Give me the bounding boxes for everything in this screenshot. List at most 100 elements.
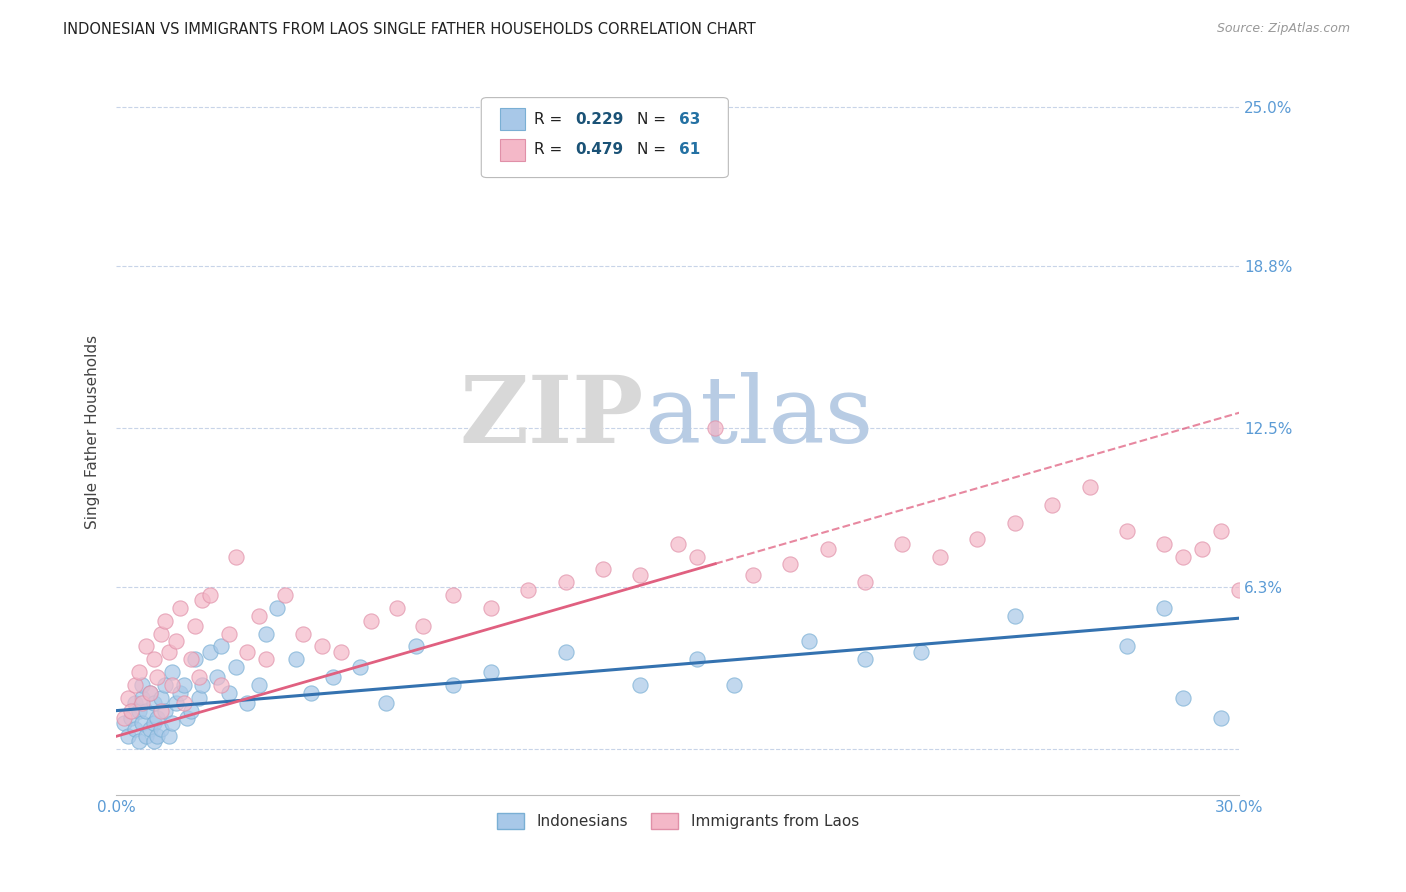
Point xyxy=(817,541,839,556)
Point xyxy=(628,567,651,582)
Point xyxy=(479,600,502,615)
Point xyxy=(169,686,191,700)
Point xyxy=(412,619,434,633)
Point xyxy=(187,690,209,705)
Point xyxy=(254,652,277,666)
Point xyxy=(1040,498,1063,512)
Point xyxy=(120,704,142,718)
Point xyxy=(165,634,187,648)
Bar xyxy=(501,139,524,161)
Point xyxy=(131,690,153,705)
Point xyxy=(218,686,240,700)
Point xyxy=(723,678,745,692)
Text: R =: R = xyxy=(534,143,567,157)
Point xyxy=(1227,582,1250,597)
Point xyxy=(139,722,162,736)
Point xyxy=(1209,524,1232,538)
Point xyxy=(153,704,176,718)
Point xyxy=(236,644,259,658)
Point xyxy=(254,626,277,640)
Point xyxy=(131,716,153,731)
Point xyxy=(209,678,232,692)
Point xyxy=(685,549,707,564)
Point xyxy=(1173,690,1195,705)
Text: 0.479: 0.479 xyxy=(575,143,624,157)
Point xyxy=(135,704,157,718)
Point xyxy=(131,678,153,692)
Point xyxy=(1153,537,1175,551)
Point xyxy=(349,660,371,674)
Point xyxy=(112,711,135,725)
Point xyxy=(146,711,169,725)
Point xyxy=(910,644,932,658)
Point xyxy=(162,716,184,731)
Point xyxy=(374,696,396,710)
Point xyxy=(704,421,727,435)
Text: atlas: atlas xyxy=(644,373,873,462)
Point xyxy=(169,600,191,615)
Point xyxy=(247,608,270,623)
Point xyxy=(191,678,214,692)
Point xyxy=(891,537,914,551)
Point xyxy=(479,665,502,679)
Point xyxy=(139,686,162,700)
Point xyxy=(142,652,165,666)
Point xyxy=(180,652,202,666)
Point xyxy=(135,729,157,743)
Point xyxy=(285,652,308,666)
Point xyxy=(128,704,150,718)
Point xyxy=(554,575,576,590)
Point xyxy=(1209,711,1232,725)
Point xyxy=(360,614,382,628)
Point xyxy=(153,614,176,628)
Point xyxy=(198,588,221,602)
Point xyxy=(124,696,146,710)
Point xyxy=(128,665,150,679)
Point xyxy=(153,678,176,692)
Point xyxy=(311,640,333,654)
Text: N =: N = xyxy=(637,143,671,157)
Text: ZIP: ZIP xyxy=(460,373,644,462)
Point xyxy=(157,729,180,743)
Text: 0.229: 0.229 xyxy=(575,112,624,127)
Point xyxy=(628,678,651,692)
Point xyxy=(928,549,950,564)
Point xyxy=(117,729,139,743)
Point xyxy=(218,626,240,640)
Point xyxy=(1153,600,1175,615)
Point xyxy=(853,575,876,590)
Point xyxy=(329,644,352,658)
Point xyxy=(1116,640,1139,654)
Point xyxy=(292,626,315,640)
Point xyxy=(146,729,169,743)
Point xyxy=(139,686,162,700)
Point xyxy=(1191,541,1213,556)
Point xyxy=(225,660,247,674)
Y-axis label: Single Father Households: Single Father Households xyxy=(86,334,100,529)
Point xyxy=(142,734,165,748)
Point xyxy=(779,558,801,572)
Point xyxy=(157,644,180,658)
Point xyxy=(225,549,247,564)
Point xyxy=(142,696,165,710)
Point xyxy=(187,670,209,684)
Point xyxy=(120,711,142,725)
Point xyxy=(124,722,146,736)
Point xyxy=(441,588,464,602)
Point xyxy=(198,644,221,658)
Point xyxy=(176,711,198,725)
Point xyxy=(1173,549,1195,564)
Point xyxy=(1004,516,1026,530)
Point xyxy=(405,640,427,654)
Point xyxy=(247,678,270,692)
Point xyxy=(173,696,195,710)
Point xyxy=(131,696,153,710)
Point xyxy=(685,652,707,666)
Point xyxy=(666,537,689,551)
Point xyxy=(209,640,232,654)
Point xyxy=(385,600,408,615)
Point xyxy=(184,619,207,633)
Point xyxy=(180,704,202,718)
Point xyxy=(741,567,763,582)
Point xyxy=(274,588,297,602)
